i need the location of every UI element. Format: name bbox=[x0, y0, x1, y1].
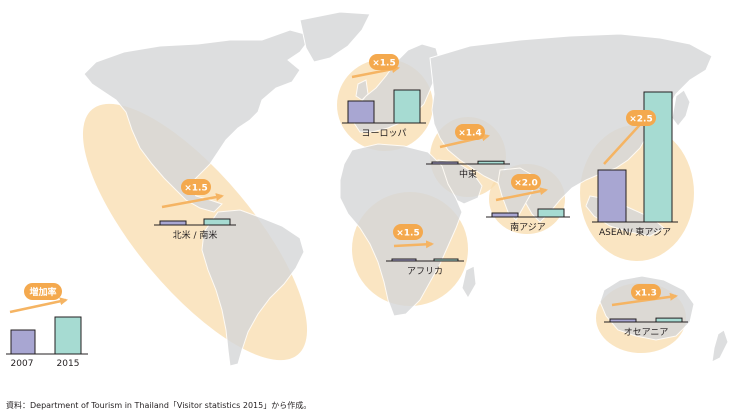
land-north-america bbox=[83, 29, 313, 213]
region-oceania: オセアニア x1.3 bbox=[604, 284, 688, 338]
bar-2007-north-south-america bbox=[159, 220, 187, 226]
rate-label-oceania: x1.3 bbox=[635, 289, 657, 299]
region-charts: ヨーロッパ ×1.5 中東 ×1.4 南アジア ×2.0 ASEAN/ 東アジア ×2.5 北米… bbox=[154, 54, 688, 338]
legend-arrow bbox=[9, 297, 68, 314]
bar-2007-europe bbox=[347, 100, 375, 124]
region-name-oceania: オセアニア bbox=[624, 327, 669, 338]
legend-year-a: 2007 bbox=[11, 359, 34, 369]
rate-badge-europe bbox=[369, 54, 399, 70]
region-name-north-south-america: 北米 / 南米 bbox=[173, 229, 218, 241]
region-south-asia: 南アジア ×2.0 bbox=[486, 174, 570, 233]
rate-label-north-south-america: ×1.5 bbox=[184, 184, 207, 194]
region-name-africa: アフリカ bbox=[407, 266, 443, 277]
region-europe: ヨーロッパ ×1.5 bbox=[342, 54, 426, 139]
bar-2015-oceania bbox=[655, 317, 683, 323]
growth-arrow-oceania bbox=[611, 292, 678, 307]
bar-2007-asean-east-asia bbox=[597, 169, 627, 223]
rate-label-africa: ×1.5 bbox=[396, 229, 419, 239]
rate-label-asean-east-asia: ×2.5 bbox=[629, 115, 652, 125]
region-north-south-america: 北米 / 南米 ×1.5 bbox=[154, 179, 236, 241]
bar-2015-south-asia bbox=[537, 208, 565, 218]
bar-2015-north-south-america bbox=[203, 218, 231, 226]
rate-label-south-asia: ×2.0 bbox=[514, 179, 537, 189]
region-name-asean-east-asia: ASEAN/ 東アジア bbox=[599, 226, 671, 238]
rate-badge-north-south-america bbox=[181, 179, 211, 195]
region-name-middle-east: 中東 bbox=[459, 168, 477, 180]
bar-2015-europe bbox=[393, 89, 421, 124]
rate-badge-asean-east-asia bbox=[626, 110, 656, 126]
rate-badge-middle-east bbox=[455, 124, 485, 140]
region-name-south-asia: 南アジア bbox=[510, 221, 546, 233]
rate-label-middle-east: ×1.4 bbox=[458, 129, 481, 139]
legend-badge-label: 増加率 bbox=[29, 286, 56, 298]
land-australia bbox=[599, 275, 695, 341]
rate-label-europe: ×1.5 bbox=[372, 59, 395, 69]
legend-badge bbox=[24, 283, 62, 300]
legend: 増加率 2007 2015 bbox=[6, 283, 88, 369]
region-middle-east: 中東 ×1.4 bbox=[426, 124, 510, 180]
growth-arrow-africa bbox=[393, 240, 434, 249]
region-africa: アフリカ ×1.5 bbox=[386, 224, 464, 277]
growth-arrow-north-south-america bbox=[161, 193, 224, 209]
land-new-zealand bbox=[711, 329, 729, 363]
bar-2007-south-asia bbox=[491, 212, 519, 218]
legend-bar-2007 bbox=[10, 329, 36, 355]
land-uk bbox=[355, 79, 369, 101]
rate-badge-africa bbox=[393, 224, 423, 240]
legend-year-b: 2015 bbox=[57, 359, 80, 369]
land-south-america bbox=[201, 209, 305, 367]
region-asean-east-asia: ASEAN/ 東アジア ×2.5 bbox=[592, 91, 678, 238]
rate-badge-south-asia bbox=[511, 174, 541, 190]
land-masses bbox=[83, 11, 729, 367]
land-greenland bbox=[299, 11, 371, 63]
land-madagascar bbox=[461, 265, 477, 299]
rate-badge-oceania bbox=[631, 284, 661, 300]
source-note: 資料：Department of Tourism in Thailand「Vis… bbox=[6, 401, 312, 410]
legend-bar-2015 bbox=[54, 316, 82, 355]
region-name-europe: ヨーロッパ bbox=[361, 128, 406, 139]
growth-arrow-south-asia bbox=[495, 187, 548, 202]
